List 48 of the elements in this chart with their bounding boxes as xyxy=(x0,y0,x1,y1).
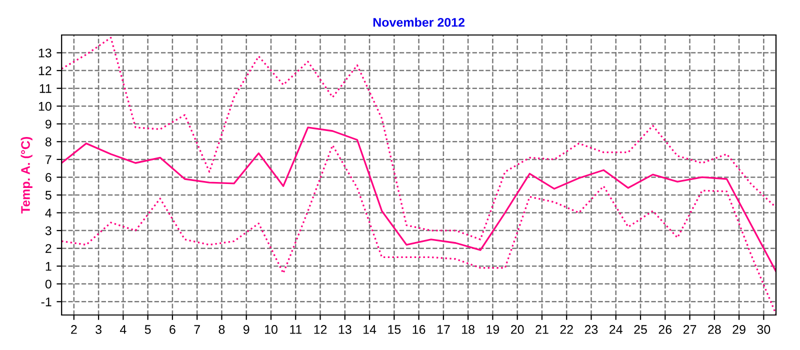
x-tick-label: 23 xyxy=(584,325,598,334)
y-tick-label: 0 xyxy=(45,280,52,289)
x-tick-label: 29 xyxy=(732,325,746,334)
x-tick-label: 18 xyxy=(462,325,474,334)
y-tick-label: 12 xyxy=(38,66,52,76)
y-tick-label: 5 xyxy=(45,190,52,200)
x-tick-label: 15 xyxy=(388,325,401,334)
y-tick-label: 8 xyxy=(45,137,52,146)
x-tick-label: 3 xyxy=(96,325,102,334)
x-tick-label: 4 xyxy=(120,325,126,334)
y-tick-label: 3 xyxy=(45,226,52,236)
x-tick-label: 28 xyxy=(708,325,721,334)
y-tick-label: 9 xyxy=(46,120,52,129)
x-tick-label: 22 xyxy=(560,325,573,334)
x-tick-label: 2 xyxy=(71,325,77,334)
x-tick-label: 19 xyxy=(486,325,500,334)
x-tick-label: 14 xyxy=(364,325,376,334)
x-tick-label: 25 xyxy=(634,325,647,334)
line-series xyxy=(62,36,776,240)
y-tick-label: 2 xyxy=(46,244,52,253)
y-tick-label: 1 xyxy=(46,262,52,271)
x-tick-label: 5 xyxy=(144,325,151,334)
x-tick-label: 16 xyxy=(412,325,426,334)
x-tick-label: 10 xyxy=(264,325,278,334)
x-tick-label: 21 xyxy=(536,325,548,334)
x-tick-label: 8 xyxy=(218,325,225,334)
y-tick-label: 13 xyxy=(38,48,52,58)
y-tick-label: -1 xyxy=(41,298,52,306)
x-tick-label: 26 xyxy=(658,325,672,334)
x-tick-label: 17 xyxy=(437,325,450,334)
x-tick-label: 27 xyxy=(683,325,696,334)
chart-title: November 2012 xyxy=(373,18,465,27)
x-tick-label: 20 xyxy=(511,325,524,334)
y-tick-label: 10 xyxy=(38,102,52,111)
y-tick-label: 4 xyxy=(45,208,52,218)
x-tick-label: 9 xyxy=(243,325,250,334)
x-tick-label: 30 xyxy=(757,325,770,334)
line-series xyxy=(62,126,776,272)
y-axis-title: Temp. A. (°C) xyxy=(20,137,32,214)
x-tick-label: 13 xyxy=(338,325,352,334)
y-tick-label: 7 xyxy=(46,155,52,164)
x-tick-label: 7 xyxy=(194,325,200,334)
y-tick-label: 6 xyxy=(46,173,52,182)
x-tick-label: 24 xyxy=(610,325,622,334)
y-tick-label: 11 xyxy=(40,84,52,93)
x-tick-label: 11 xyxy=(290,325,302,334)
x-tick-label: 6 xyxy=(170,325,176,334)
x-tick-label: 12 xyxy=(314,325,327,334)
